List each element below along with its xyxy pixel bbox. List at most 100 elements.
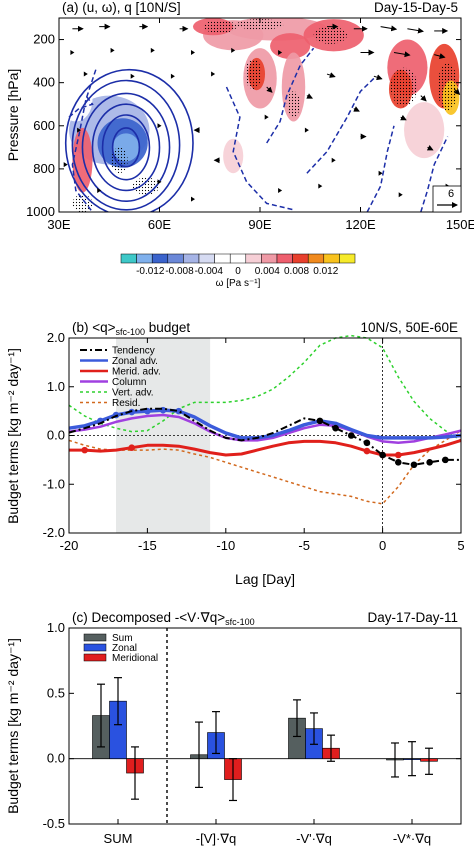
wind-mark-21 <box>398 192 403 198</box>
panel-c-frame <box>68 627 462 825</box>
wind-vector-10 <box>393 51 411 58</box>
wind-mark-2 <box>150 47 155 53</box>
stipple-region-2 <box>313 26 348 44</box>
legend-label-5: Resid. <box>112 398 140 409</box>
series-marker-0-21 <box>394 459 402 466</box>
wind-vector-14 <box>266 86 273 93</box>
wind-mark-23 <box>63 162 68 168</box>
q-contour-2 <box>91 103 161 192</box>
panel-a-reference-vector: 6 <box>432 185 462 213</box>
omega-shading-3 <box>166 89 220 146</box>
a-xtick-label-2: 90E <box>248 217 271 232</box>
panel-b-xlabel: Lag [Day] <box>235 571 295 587</box>
wind-vector-17 <box>453 88 461 96</box>
panel-c-plot-area <box>69 628 461 824</box>
c-legend-label-1: Zonal <box>112 643 137 654</box>
c-ytick-label-2: 0.5 <box>47 685 65 700</box>
b-xtick-label-1: -15 <box>138 538 157 553</box>
legend-label-4: Vert. adv. <box>112 388 154 399</box>
wind-mark-15 <box>378 170 383 176</box>
colorbar-swatch-1 <box>136 253 153 264</box>
c-xtick-label-0: SUM <box>104 831 133 846</box>
wind-mark-1 <box>110 47 115 53</box>
series-marker-2-1 <box>81 446 88 454</box>
q-contour-4 <box>71 79 181 211</box>
wind-vector-15 <box>306 93 313 99</box>
wind-vector-21 <box>426 145 434 151</box>
panel-b-axes: -20 -15 -10 -5 0 5 -2.0 -1.0 0.0 1.0 2.0 <box>43 330 465 553</box>
panel-c-ylabel: Budget terms [kg m⁻² day⁻¹] <box>5 638 21 814</box>
colorbar-swatch-4 <box>183 253 200 264</box>
c-ytick-label-0: -0.5 <box>43 816 65 831</box>
c-xtick-label-3: -V*·∇q <box>393 831 431 846</box>
wind-mark-17 <box>278 187 283 193</box>
reference-vector-label: 6 <box>448 188 454 200</box>
colorbar-swatch-12 <box>307 253 325 264</box>
q-contour-5 <box>64 68 194 212</box>
panel-b-plot-area <box>68 334 462 533</box>
panel-b-ylabel: Budget terms [kg m⁻² day⁻¹] <box>5 348 21 524</box>
c-xtick-label-1: -[V]·∇q <box>196 831 236 846</box>
panel-a-axes: 30E 60E 90E 120E 150E 200 400 600 800 1000 <box>26 18 474 232</box>
panel-a-plot-area <box>59 18 461 212</box>
series-marker-0-23 <box>426 459 433 466</box>
wind-vector-11 <box>434 53 446 59</box>
series-marker-0-24 <box>442 456 449 464</box>
stipple-region-0 <box>203 20 237 34</box>
colorbar-swatch-6 <box>214 253 231 264</box>
colorbar-tick-1: -0.008 <box>165 266 194 277</box>
b-ytick-label-4: 2.0 <box>47 330 65 345</box>
wind-mark-19 <box>191 196 195 202</box>
colorbar-swatch-8 <box>245 253 262 264</box>
c-legend-swatch-2 <box>83 653 107 662</box>
series-line-3 <box>68 413 462 445</box>
wind-mark-6 <box>83 71 88 77</box>
series-marker-0-17 <box>332 424 339 432</box>
series-marker-0-20 <box>379 451 386 459</box>
a-xtick-label-4: 150E <box>446 217 474 232</box>
b-xtick-label-2: -10 <box>216 538 235 553</box>
wind-mark-12 <box>264 114 269 120</box>
q-contour-1 <box>101 114 151 181</box>
b-xtick-label-4: 0 <box>379 538 386 553</box>
omega-shading-17 <box>404 102 445 159</box>
wind-mark-8 <box>170 73 175 79</box>
panel-b-subtitle: 10N/S, 50E-60E <box>360 320 458 335</box>
colorbar-tick-2: -0.004 <box>195 266 224 277</box>
panel-a-colorbar: -0.012 -0.008 -0.004 0 0.004 0.008 0.012 <box>120 253 356 277</box>
wind-mark-9 <box>211 71 216 77</box>
legend-label-0: Tendency <box>112 346 155 357</box>
colorbar-tick-3: 0 <box>235 266 241 277</box>
omega-shading-19 <box>223 138 244 174</box>
b-ytick-label-3: 1.0 <box>47 379 65 394</box>
b-xtick-label-0: -20 <box>60 538 79 553</box>
c-ytick-label-1: 0.0 <box>47 751 65 766</box>
series-marker-2-4 <box>128 444 136 451</box>
wind-vector-19 <box>400 114 407 121</box>
colorbar-swatch-3 <box>167 253 184 264</box>
panel-b-line-chart: (b) <q>sfc-100 budget 10N/S, 50E-60E -20… <box>5 320 465 587</box>
a-ytick-label-0: 200 <box>33 32 55 47</box>
q-contour-0 <box>111 127 141 168</box>
b-ytick-label-2: 0.0 <box>47 428 65 443</box>
q-negative-contour-5 <box>366 125 395 212</box>
b-ytick-label-0: -2.0 <box>43 525 65 540</box>
colorbar-swatch-0 <box>120 253 137 264</box>
legend-label-1: Zonal adv. <box>112 356 158 367</box>
c-legend-swatch-0 <box>83 633 107 642</box>
wind-vector-18 <box>353 106 360 112</box>
q-negative-contour-4 <box>306 77 375 174</box>
wind-mark-0 <box>70 49 75 55</box>
q-negative-contour-2 <box>225 86 294 211</box>
wind-mark-16 <box>157 179 162 185</box>
colorbar-swatch-2 <box>151 253 169 264</box>
c-legend-label-2: Meridional <box>112 653 158 664</box>
wind-mark-18 <box>97 187 102 193</box>
wind-mark-5 <box>278 49 283 55</box>
stipple-region-5 <box>437 63 458 111</box>
panel-b-title: (b) <q>sfc-100 budget <box>72 320 190 337</box>
a-ytick-label-1: 400 <box>33 75 55 90</box>
a-ytick-label-3: 800 <box>33 161 55 176</box>
